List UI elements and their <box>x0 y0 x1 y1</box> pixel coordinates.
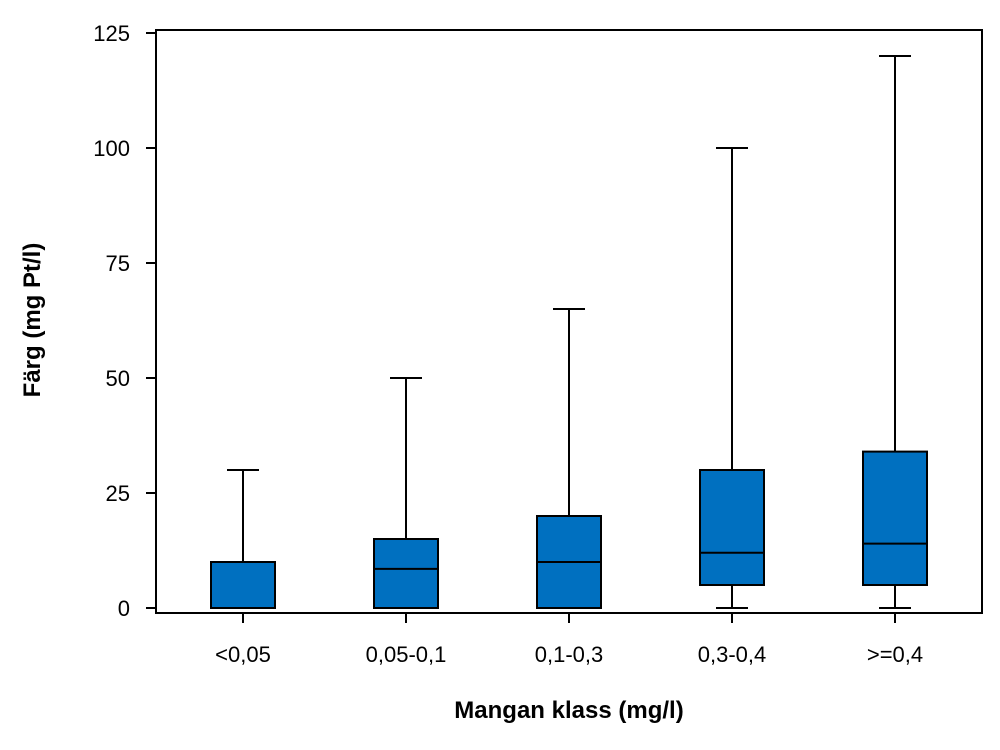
y-tick-label: 50 <box>106 366 130 391</box>
y-axis: 0 25 50 75 100 125 <box>93 21 156 621</box>
x-tick-label: 0,3-0,4 <box>698 642 767 667</box>
box-4 <box>699 147 765 609</box>
x-tick-label: 0,1-0,3 <box>535 642 604 667</box>
y-tick-label: 125 <box>93 21 130 46</box>
box-5 <box>862 55 928 609</box>
x-tick-label: 0,05-0,1 <box>366 642 447 667</box>
y-tick-label: 0 <box>118 596 130 621</box>
y-tick-label: 100 <box>93 136 130 161</box>
iqr-box <box>373 538 439 609</box>
y-tick-label: 25 <box>106 481 130 506</box>
x-tick-label: >=0,4 <box>867 642 923 667</box>
x-axis-title: Mangan klass (mg/l) <box>454 697 683 724</box>
box-2 <box>373 377 439 609</box>
x-axis: <0,05 0,05-0,1 0,1-0,3 0,3-0,4 >=0,4 <box>215 613 923 667</box>
iqr-box <box>699 469 765 586</box>
x-tick-label: <0,05 <box>215 642 271 667</box>
box-1 <box>210 469 276 609</box>
box-series <box>210 55 928 609</box>
y-tick-label: 75 <box>106 251 130 276</box>
iqr-box <box>862 450 928 586</box>
y-axis-title: Färg (mg Pt/l) <box>19 243 46 398</box>
iqr-box <box>210 561 276 609</box>
box-3 <box>536 308 602 609</box>
